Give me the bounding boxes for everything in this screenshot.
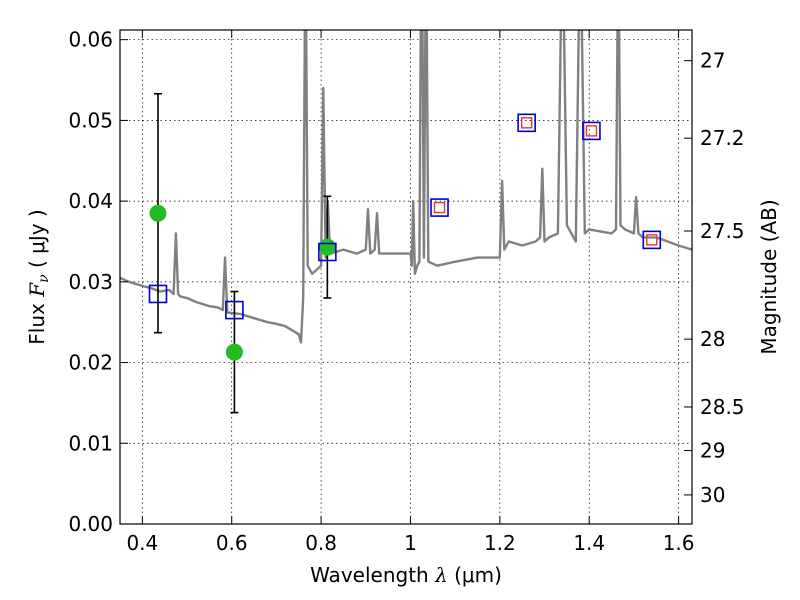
y2-tick-label: 30 bbox=[700, 483, 725, 507]
y2-tick-label: 28 bbox=[700, 327, 725, 351]
y2-tick-label: 27 bbox=[700, 49, 725, 73]
model-band-square bbox=[225, 300, 244, 320]
model-band-square bbox=[582, 121, 601, 141]
x-tick-label: 0.6 bbox=[216, 531, 248, 555]
y-tick-label: 0.06 bbox=[68, 28, 113, 52]
y-tick-label: 0.02 bbox=[68, 351, 113, 375]
observed-point bbox=[225, 343, 243, 361]
y-axis-title: Flux Fν ( μJy ) bbox=[25, 209, 52, 344]
inner-marker-square bbox=[646, 234, 658, 246]
y2-tick-label: 28.5 bbox=[700, 395, 745, 419]
y-tick-label: 0.04 bbox=[68, 189, 113, 213]
axis-ticks: 0.4 0.6 0.8 1 1.2 1.4 1.6 0.00 0.01 0.02 0.03 0.04 0… bbox=[68, 28, 744, 555]
x-tick-label: 1.2 bbox=[484, 531, 516, 555]
y-tick-label: 0.01 bbox=[68, 431, 113, 455]
plot-frame bbox=[119, 29, 693, 525]
y-tick-label: 0.03 bbox=[68, 270, 113, 294]
x-axis-title: Wavelength λ (μm) bbox=[310, 563, 502, 587]
x-tick-label: 1.4 bbox=[573, 531, 605, 555]
observed-point bbox=[318, 238, 336, 256]
y-tick-label: 0.05 bbox=[68, 108, 113, 132]
x-tick-label: 0.4 bbox=[126, 531, 158, 555]
y2-tick-label: 29 bbox=[700, 439, 725, 463]
model-band-square bbox=[318, 242, 337, 262]
x-tick-label: 0.8 bbox=[305, 531, 337, 555]
y-tick-label: 0.00 bbox=[68, 512, 113, 536]
model-band-square bbox=[642, 230, 662, 250]
inner-marker-square bbox=[585, 125, 598, 137]
x-tick-label: 1 bbox=[404, 531, 417, 555]
x-tick-label: 1.6 bbox=[663, 531, 695, 555]
y2-tick-label: 27.2 bbox=[700, 126, 745, 150]
data-points bbox=[148, 92, 662, 414]
y2-tick-label: 27.5 bbox=[700, 219, 745, 243]
model-spectrum-line bbox=[120, 30, 692, 344]
inner-marker-square bbox=[433, 201, 446, 214]
model-band-square bbox=[430, 198, 449, 217]
y2-axis-title: Magnitude (AB) bbox=[757, 199, 781, 354]
model-band-square bbox=[517, 113, 536, 133]
inner-marker-square bbox=[520, 117, 533, 129]
grid bbox=[120, 30, 692, 524]
observed-point bbox=[149, 204, 167, 222]
model-band-square bbox=[148, 284, 168, 304]
